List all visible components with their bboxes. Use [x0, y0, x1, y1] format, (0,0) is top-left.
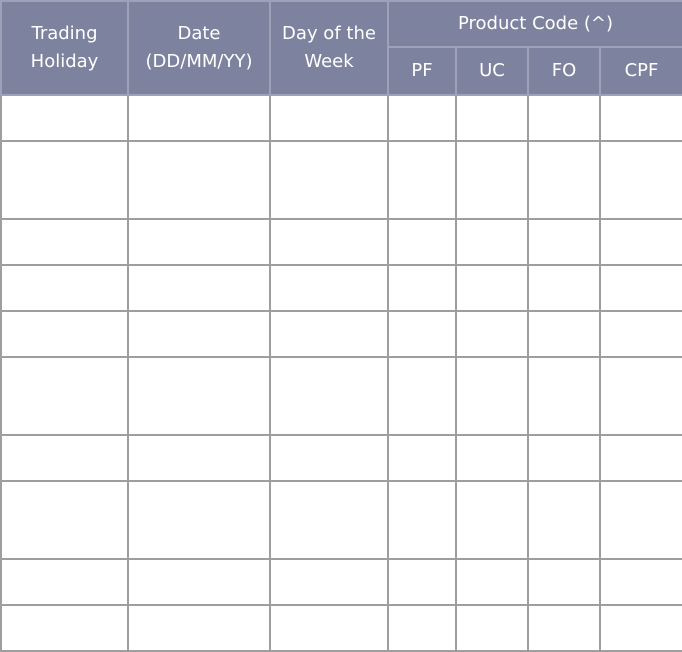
- table-cell: [599, 604, 682, 652]
- table-cell: [387, 356, 457, 436]
- table-cell: [599, 356, 682, 436]
- table-cell: [127, 310, 271, 358]
- table-row: [0, 264, 682, 312]
- table-cell: [387, 480, 457, 560]
- table-cell: [127, 140, 271, 220]
- col-header-trading-holiday: Trading Holiday: [0, 0, 129, 96]
- subheader-row: PF UC FO CPF: [1, 46, 682, 96]
- table-cell: [387, 434, 457, 482]
- table-cell: [527, 434, 601, 482]
- table-cell: [599, 94, 682, 142]
- table-cell: [455, 264, 529, 312]
- table-cell: [127, 558, 271, 606]
- table-cell: [0, 434, 129, 482]
- table-cell: [127, 94, 271, 142]
- table-cell: [387, 558, 457, 606]
- table-row: [0, 218, 682, 266]
- table-cell: [127, 480, 271, 560]
- table-cell: [387, 218, 457, 266]
- table-cell: [599, 140, 682, 220]
- table-cell: [527, 140, 601, 220]
- col-header-cpf: CPF: [599, 46, 682, 96]
- table-row: [0, 480, 682, 560]
- table-cell: [527, 94, 601, 142]
- table-cell: [599, 264, 682, 312]
- table-cell: [269, 264, 389, 312]
- table-cell: [599, 218, 682, 266]
- table-cell: [127, 604, 271, 652]
- table-cell: [527, 218, 601, 266]
- table-cell: [455, 140, 529, 220]
- table-cell: [455, 310, 529, 358]
- table-cell: [127, 356, 271, 436]
- table-cell: [0, 140, 129, 220]
- table-cell: [269, 218, 389, 266]
- col-header-uc: UC: [455, 46, 529, 96]
- table-cell: [455, 94, 529, 142]
- table-cell: [527, 558, 601, 606]
- table-cell: [527, 264, 601, 312]
- table-body: [0, 94, 682, 652]
- table-row: [0, 434, 682, 482]
- table-row: [0, 94, 682, 142]
- table-cell: [599, 558, 682, 606]
- header-row: Trading Holiday Date (DD/MM/YY) Day of t…: [0, 0, 682, 96]
- table-cell: [387, 264, 457, 312]
- table-cell: [527, 604, 601, 652]
- table-cell: [0, 310, 129, 358]
- table-cell: [269, 310, 389, 358]
- table-row: [0, 140, 682, 220]
- table-cell: [269, 356, 389, 436]
- table-cell: [387, 94, 457, 142]
- table-cell: [455, 356, 529, 436]
- col-header-fo: FO: [527, 46, 601, 96]
- col-header-product-code: Product Code (^): [387, 0, 682, 48]
- table-cell: [455, 218, 529, 266]
- table-row: [0, 310, 682, 358]
- table-cell: [0, 218, 129, 266]
- table-row: [0, 558, 682, 606]
- table-cell: [127, 434, 271, 482]
- table-cell: [127, 264, 271, 312]
- col-header-date: Date (DD/MM/YY): [127, 0, 271, 96]
- table-cell: [269, 480, 389, 560]
- table-cell: [269, 604, 389, 652]
- table-cell: [269, 434, 389, 482]
- table-cell: [527, 356, 601, 436]
- table-cell: [387, 140, 457, 220]
- table-row: [0, 356, 682, 436]
- table-cell: [269, 558, 389, 606]
- table-cell: [0, 94, 129, 142]
- table-row: [0, 604, 682, 652]
- table-cell: [455, 480, 529, 560]
- table-cell: [455, 604, 529, 652]
- col-header-day-of-week: Day of the Week: [269, 0, 389, 96]
- table-cell: [0, 604, 129, 652]
- table-cell: [455, 434, 529, 482]
- table-cell: [599, 480, 682, 560]
- table-cell: [269, 94, 389, 142]
- table-cell: [0, 558, 129, 606]
- table-cell: [387, 310, 457, 358]
- col-header-pf: PF: [387, 46, 457, 96]
- table-cell: [0, 480, 129, 560]
- table-cell: [0, 356, 129, 436]
- table-cell: [527, 310, 601, 358]
- table-cell: [269, 140, 389, 220]
- table-cell: [527, 480, 601, 560]
- table-cell: [127, 218, 271, 266]
- table-cell: [599, 434, 682, 482]
- table-cell: [0, 264, 129, 312]
- table-cell: [599, 310, 682, 358]
- table-cell: [455, 558, 529, 606]
- table-cell: [387, 604, 457, 652]
